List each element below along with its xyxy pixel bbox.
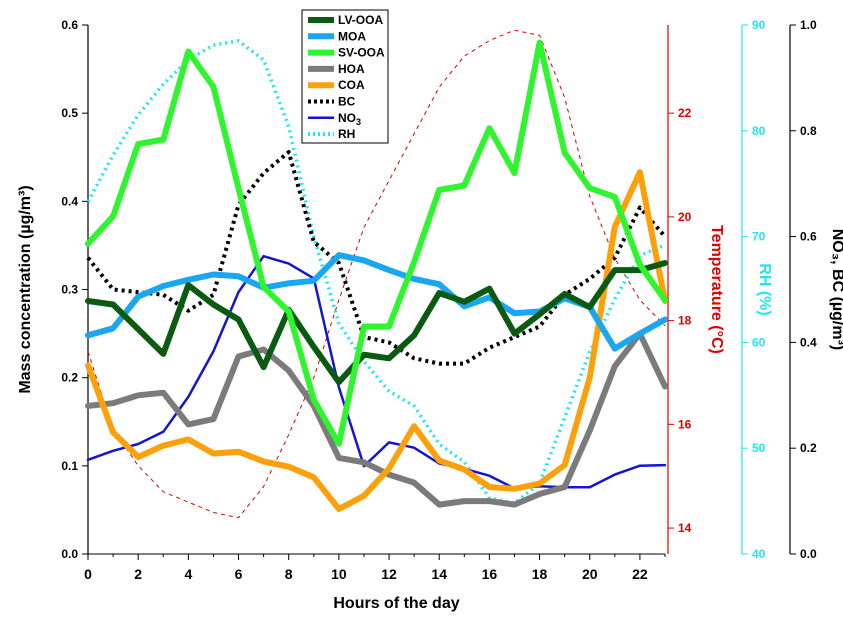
y-tick-label: 20 <box>678 210 692 224</box>
legend-item-sv-ooa: SV-OOA <box>308 46 385 60</box>
legend-label-lv-ooa: LV-OOA <box>338 13 383 27</box>
right-axis: 0.0 0.2 0.4 0.6 0.8 1.0 NO₃, BC (µg/m³) <box>789 18 843 561</box>
y-tick-label: 22 <box>678 106 692 120</box>
series-hoa-line <box>85 330 668 508</box>
x-tick-label: 6 <box>235 566 243 582</box>
y-tick-label: 50 <box>752 441 766 455</box>
legend-box <box>301 9 389 144</box>
temperature-axis: 14 16 18 20 22 Temperature (°C) <box>667 25 725 554</box>
y-tick-label: 80 <box>752 124 766 138</box>
series-layer <box>85 29 668 519</box>
x-tick-label: 20 <box>582 566 598 582</box>
x-axis-label: Hours of the day <box>333 595 459 612</box>
y-tick-label: 0.3 <box>61 283 78 297</box>
legend-label-text: NO <box>338 111 356 125</box>
legend-item-coa: COA <box>308 78 365 92</box>
series-lv-ooa-line <box>85 260 668 386</box>
x-tick-label: 18 <box>532 566 548 582</box>
y-tick-label: 0.1 <box>61 459 78 473</box>
legend-label-subscript: 3 <box>356 117 361 127</box>
rh-axis: 40 50 60 70 80 90 RH (%) <box>741 18 773 561</box>
legend-label-coa: COA <box>338 78 365 92</box>
series-bc-line <box>86 150 667 366</box>
x-tick-label: 12 <box>381 566 397 582</box>
x-tick-label: 14 <box>431 566 447 582</box>
legend-item-lv-ooa: LV-OOA <box>308 13 383 27</box>
rh-axis-label: RH (%) <box>756 263 773 315</box>
legend-label-text: COA <box>338 78 365 92</box>
legend-label-text: LV-OOA <box>338 13 383 27</box>
x-tick-label: 0 <box>84 566 92 582</box>
legend-label-moa: MOA <box>338 29 366 43</box>
y-tick-label: 0.6 <box>61 18 78 32</box>
series-moa-line <box>85 252 668 352</box>
y-tick-label: 0.2 <box>61 371 78 385</box>
y-tick-label: 90 <box>752 18 766 32</box>
legend-label-text: HOA <box>338 62 365 76</box>
series-coa-line <box>85 169 668 512</box>
x-tick-label: 22 <box>632 566 648 582</box>
series-no3-line <box>86 254 667 490</box>
y-tick-label: 0.8 <box>800 124 817 138</box>
legend-label-hoa: HOA <box>338 62 365 76</box>
legend-item-rh: RH <box>308 127 355 141</box>
legend-label-sv-ooa: SV-OOA <box>338 46 385 60</box>
y-tick-label: 16 <box>678 417 692 431</box>
legend-label-text: RH <box>338 127 355 141</box>
series-temperature-line <box>87 29 666 519</box>
x-tick-label: 16 <box>482 566 498 582</box>
x-tick-label: 10 <box>331 566 347 582</box>
left-axis: 0.0 0.1 0.2 0.3 0.4 0.5 0.6 Mass concentration … <box>17 18 89 561</box>
right-axis-label: NO₃, BC (µg/m³) <box>829 229 843 351</box>
temperature-axis-label: Temperature (°C) <box>708 225 725 354</box>
x-tick-label: 8 <box>285 566 293 582</box>
x-tick-label: 2 <box>134 566 142 582</box>
x-tick-label: 4 <box>184 566 192 582</box>
y-tick-label: 0.4 <box>61 194 78 208</box>
legend-label-rh: RH <box>338 127 355 141</box>
y-tick-label: 1.0 <box>800 18 817 32</box>
legend-label-bc: BC <box>338 95 356 109</box>
y-tick-label: 0.0 <box>61 547 78 561</box>
y-tick-label: 0.6 <box>800 230 817 244</box>
y-tick-label: 0.2 <box>800 441 817 455</box>
legend-item-no3: NO3 <box>308 111 361 127</box>
y-tick-label: 0.0 <box>800 547 817 561</box>
y-tick-label: 0.4 <box>800 335 817 349</box>
legend-item-hoa: HOA <box>308 62 365 76</box>
y-tick-label: 70 <box>752 230 766 244</box>
y-tick-label: 18 <box>678 314 692 328</box>
y-tick-label: 40 <box>752 547 766 561</box>
legend-label-text: BC <box>338 95 356 109</box>
legend-label-text: MOA <box>338 29 366 43</box>
legend-label-text: SV-OOA <box>338 46 385 60</box>
legend-label-no3: NO3 <box>338 111 361 127</box>
y-tick-label: 14 <box>678 521 692 535</box>
y-tick-label: 0.5 <box>61 106 78 120</box>
legend-item-moa: MOA <box>308 29 366 43</box>
series-sv-ooa-line <box>85 39 668 447</box>
left-axis-label: Mass concentration (µg/m³) <box>17 185 34 393</box>
y-tick-label: 60 <box>752 335 766 349</box>
legend-item-bc: BC <box>308 95 356 109</box>
